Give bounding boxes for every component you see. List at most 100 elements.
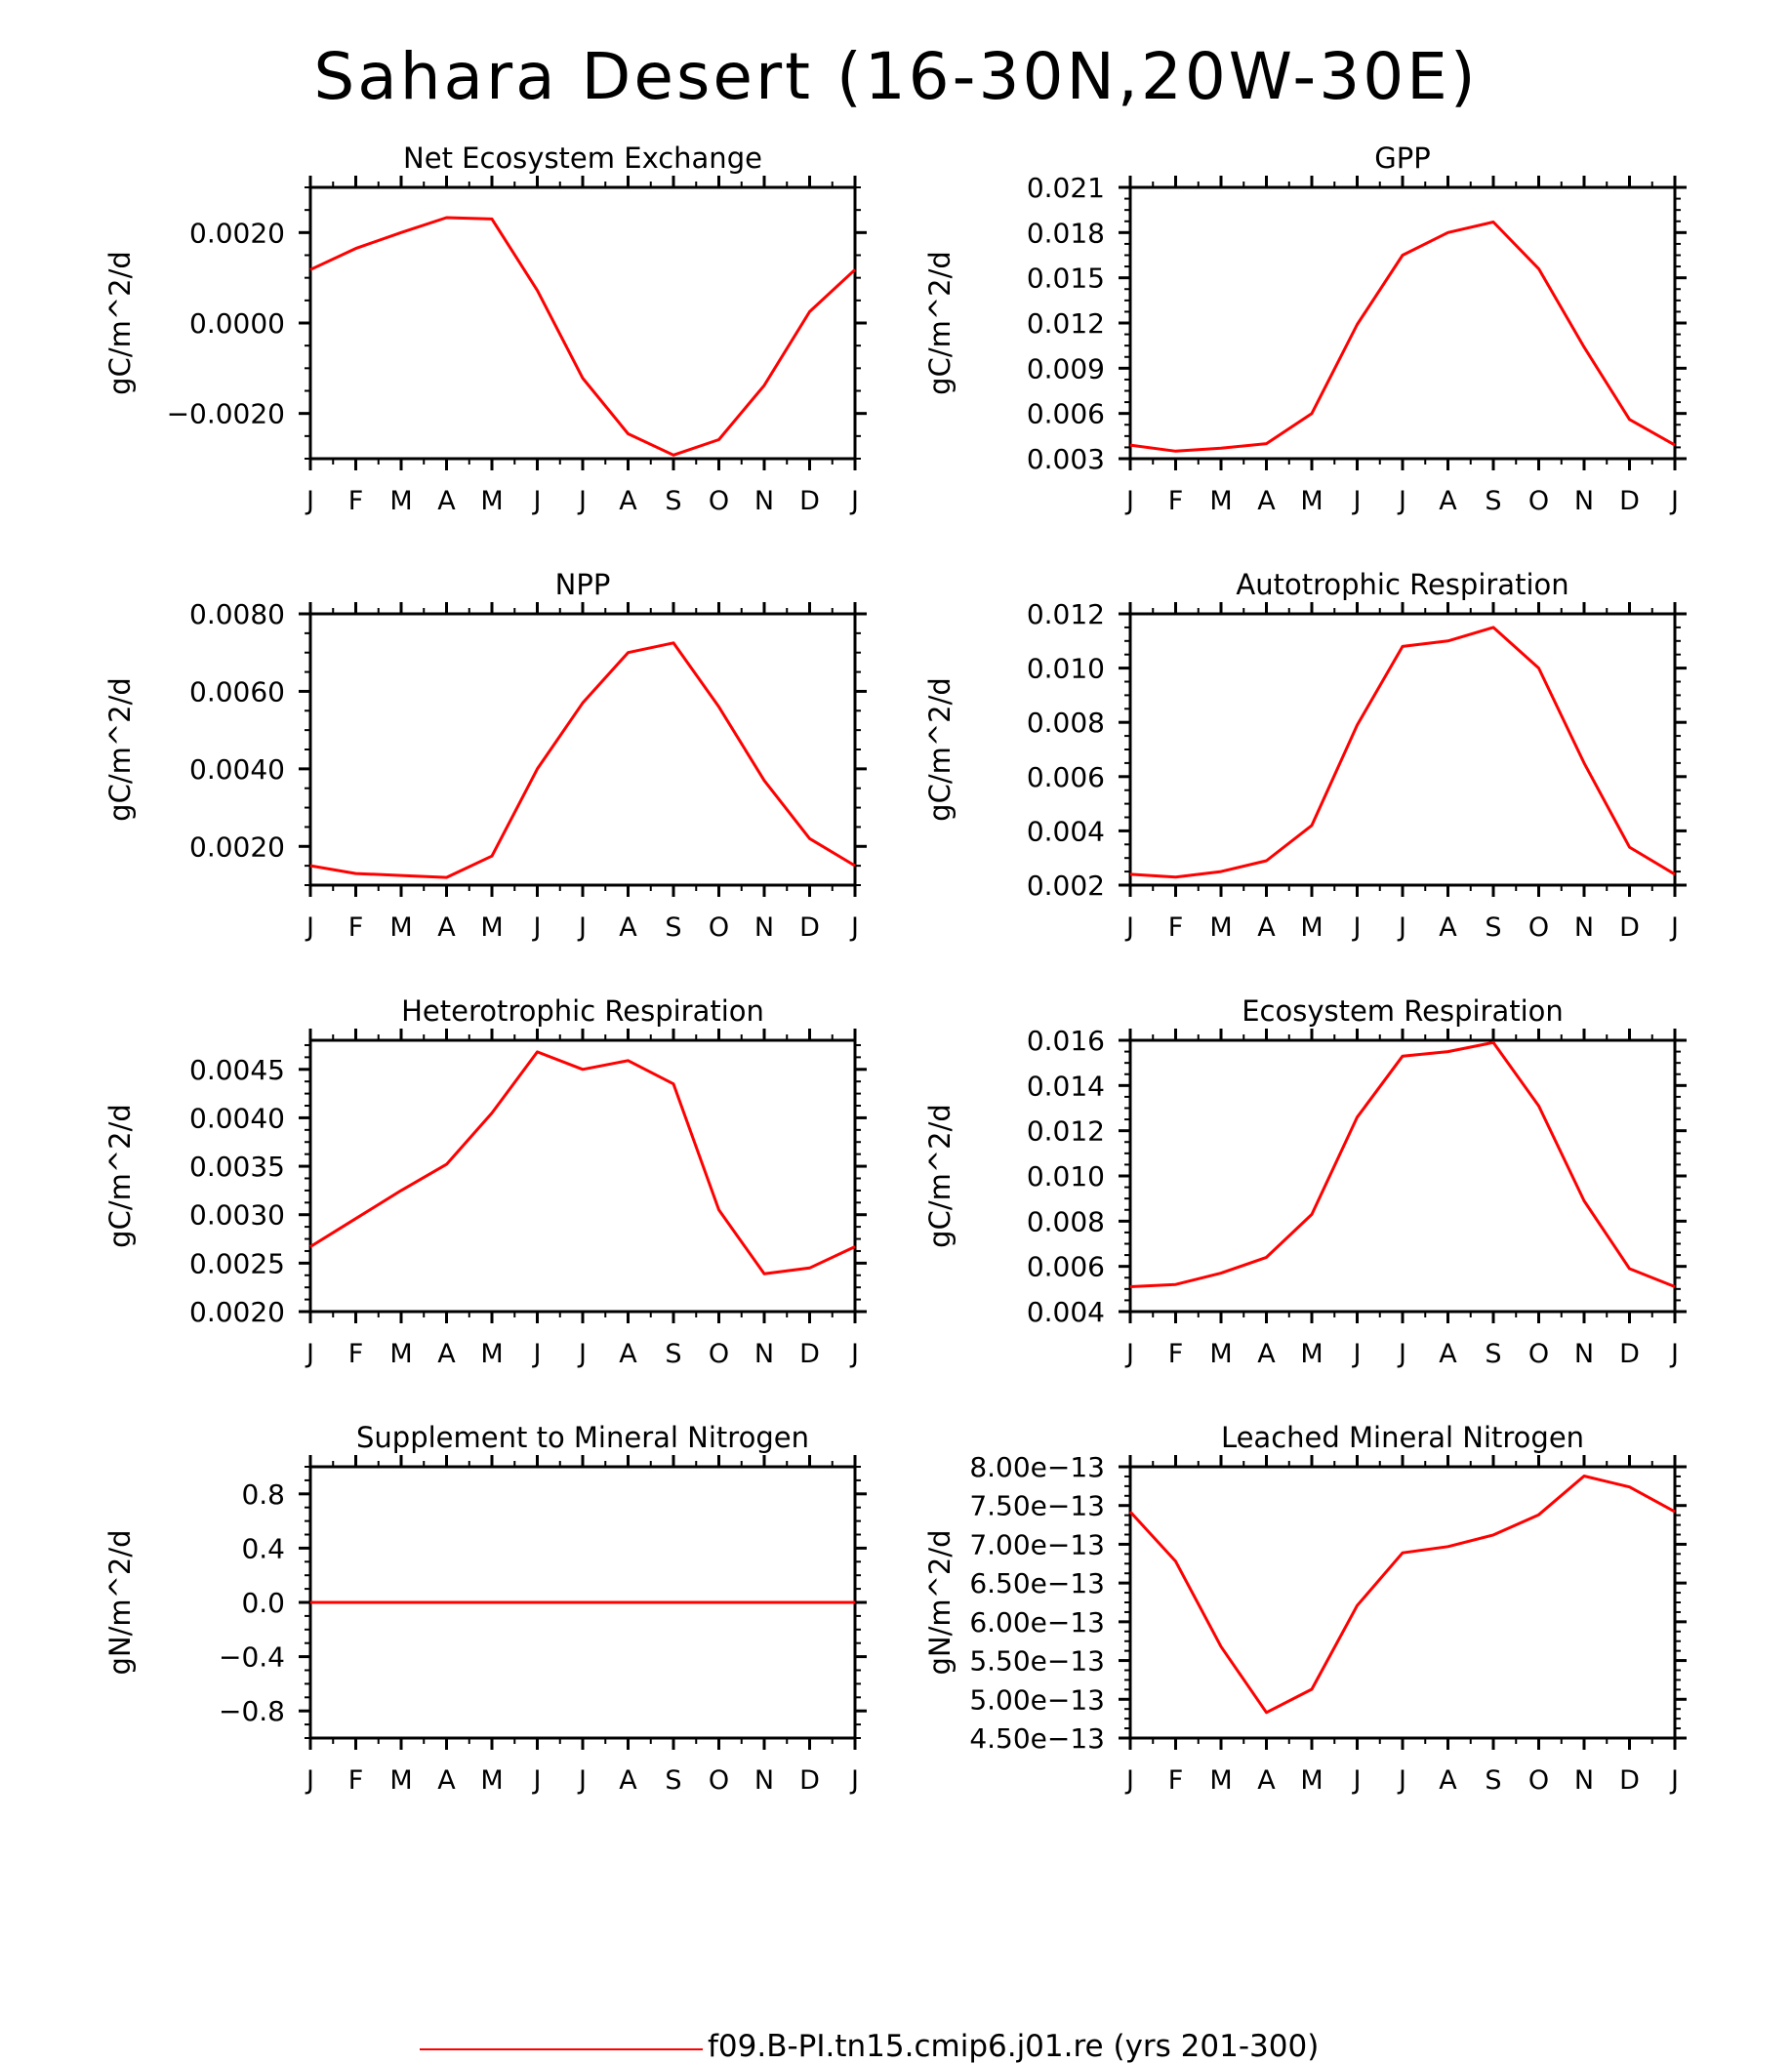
y-tick-label: 0.0030: [189, 1199, 285, 1232]
plot-frame: [308, 185, 857, 461]
x-tick-label: A: [619, 912, 637, 943]
x-tick-label: M: [389, 1765, 412, 1796]
y-tick-label: −0.8: [219, 1695, 285, 1727]
chart-panel-2: J F M A M J J A S O N D J0.0030.0060.0090.0120.0150.…: [923, 142, 1687, 516]
x-tick-label: N: [754, 1765, 774, 1796]
y-tick-label: 0.006: [1027, 1251, 1105, 1283]
x-tick-label: N: [754, 912, 774, 943]
y-tick-label: 0.006: [1027, 398, 1105, 430]
x-tick-label: D: [1619, 1765, 1640, 1796]
y-tick-label: 0.008: [1027, 707, 1105, 739]
x-tick-label: D: [799, 1765, 820, 1796]
y-tick-label: 0.0040: [189, 753, 285, 786]
x-tick-label: D: [799, 1339, 820, 1369]
plot-frame: [1128, 612, 1677, 887]
x-tick-label: J: [849, 1339, 859, 1369]
x-tick-label: N: [754, 1339, 774, 1369]
panel-title: Supplement to Mineral Nitrogen: [356, 1421, 809, 1454]
y-tick-label: −0.0020: [167, 398, 285, 430]
y-axis-label: gN/m^2/d: [923, 1529, 957, 1675]
y-tick-label: 0.0035: [189, 1151, 285, 1183]
y-tick-label: 0.009: [1027, 352, 1105, 384]
x-tick-label: J: [577, 486, 587, 516]
x-tick-label: O: [1528, 912, 1549, 943]
x-tick-label: J: [1669, 486, 1679, 516]
x-tick-label: M: [1300, 486, 1323, 516]
x-tick-label: J: [532, 1339, 542, 1369]
x-tick-label: M: [1300, 1339, 1323, 1369]
x-tick-label: N: [1574, 912, 1594, 943]
plot-frame: [1128, 1465, 1677, 1740]
y-tick-label: 7.50e−13: [969, 1490, 1105, 1522]
x-tick-label: S: [1485, 912, 1501, 943]
plot-frame: [308, 1038, 857, 1314]
y-tick-label: 0.015: [1027, 263, 1105, 295]
x-tick-label: J: [1124, 486, 1134, 516]
x-tick-label: J: [1669, 912, 1679, 943]
x-tick-label: O: [709, 1765, 729, 1796]
x-tick-label: A: [1257, 912, 1276, 943]
x-tick-label: F: [348, 1765, 364, 1796]
x-tick-label: D: [1619, 1339, 1640, 1369]
x-tick-label: D: [799, 912, 820, 943]
x-tick-label: J: [1397, 1765, 1406, 1796]
y-tick-label: 0.0000: [189, 307, 285, 340]
x-tick-label: F: [348, 912, 364, 943]
x-tick-label: J: [305, 1765, 314, 1796]
x-tick-label: A: [619, 1765, 637, 1796]
x-tick-label: D: [1619, 486, 1640, 516]
legend-label: f09.B-PI.tn15.cmip6.j01.re (yrs 201-300): [708, 2029, 1320, 2064]
series-line: [1129, 221, 1676, 453]
x-tick-label: D: [1619, 912, 1640, 943]
x-tick-label: O: [709, 912, 729, 943]
x-tick-label: F: [348, 1339, 364, 1369]
x-tick-label: M: [480, 1339, 503, 1369]
y-axis-label: gC/m^2/d: [103, 1104, 137, 1248]
x-tick-label: A: [1439, 1339, 1457, 1369]
x-tick-label: M: [1209, 912, 1232, 943]
y-tick-label: 0.0080: [189, 598, 285, 630]
y-axis-label: gC/m^2/d: [923, 251, 957, 395]
x-tick-label: J: [1124, 1765, 1134, 1796]
y-tick-label: 0.008: [1027, 1205, 1105, 1237]
x-tick-label: O: [1528, 486, 1549, 516]
x-tick-label: A: [1439, 912, 1457, 943]
y-tick-label: 0.004: [1027, 1296, 1105, 1328]
y-tick-label: 0.0060: [189, 675, 285, 708]
x-tick-label: F: [1168, 486, 1184, 516]
x-tick-label: J: [1124, 912, 1134, 943]
panel-title: Leached Mineral Nitrogen: [1221, 1421, 1584, 1454]
y-tick-label: 0.003: [1027, 443, 1105, 475]
panel-title: Heterotrophic Respiration: [401, 994, 764, 1028]
x-tick-label: J: [1669, 1765, 1679, 1796]
x-tick-label: J: [532, 486, 542, 516]
y-axis-label: gN/m^2/d: [103, 1529, 137, 1675]
x-tick-label: J: [305, 486, 314, 516]
y-tick-label: 0.010: [1027, 1160, 1105, 1193]
x-tick-label: J: [849, 1765, 859, 1796]
x-tick-label: J: [1352, 912, 1362, 943]
series-line: [1128, 1475, 1676, 1715]
y-tick-label: 0.0020: [189, 217, 285, 249]
x-tick-label: A: [437, 1339, 456, 1369]
y-tick-label: 7.00e−13: [969, 1528, 1105, 1560]
plot-frame: [1128, 1038, 1677, 1314]
x-tick-label: A: [1257, 486, 1276, 516]
legend-line-swatch: [420, 2048, 703, 2050]
y-tick-label: 5.50e−13: [969, 1645, 1105, 1678]
x-tick-label: S: [665, 1339, 681, 1369]
y-tick-label: 0.010: [1027, 653, 1105, 685]
x-tick-label: M: [389, 912, 412, 943]
y-tick-label: 0.0020: [189, 1296, 285, 1328]
x-tick-label: A: [437, 1765, 456, 1796]
x-tick-label: N: [1574, 1765, 1594, 1796]
x-tick-label: M: [389, 486, 412, 516]
x-tick-label: N: [1574, 486, 1594, 516]
x-tick-label: A: [619, 486, 637, 516]
x-tick-label: J: [305, 1339, 314, 1369]
x-tick-label: S: [665, 1765, 681, 1796]
x-tick-label: J: [577, 1339, 587, 1369]
y-axis-label: gC/m^2/d: [923, 677, 957, 822]
y-tick-label: 0.0025: [189, 1247, 285, 1279]
